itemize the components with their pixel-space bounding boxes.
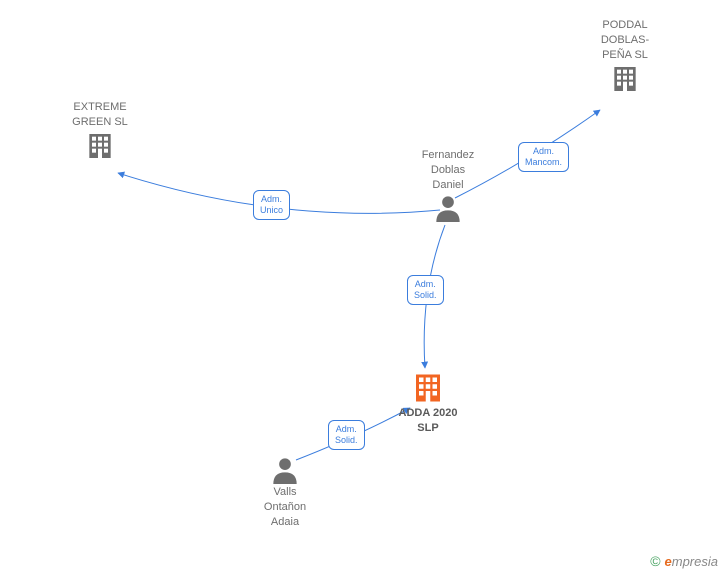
node-fernandez[interactable]: Fernandez Doblas Daniel bbox=[408, 148, 488, 223]
node-label-fernandez: Fernandez Doblas Daniel bbox=[408, 148, 488, 193]
edge-label-adm-solid-2: Adm. Solid. bbox=[328, 420, 365, 450]
node-label-adda: ADDA 2020 SLP bbox=[388, 406, 468, 436]
node-label-valls: Valls Ontañon Adaia bbox=[245, 485, 325, 530]
node-poddal[interactable]: PODDAL DOBLAS- PEÑA SL bbox=[585, 18, 665, 95]
node-adda-2020[interactable]: ADDA 2020 SLP bbox=[388, 370, 468, 436]
building-icon bbox=[84, 130, 116, 162]
node-extreme-green[interactable]: EXTREME GREEN SL bbox=[60, 100, 140, 162]
person-icon bbox=[271, 455, 299, 485]
building-icon bbox=[609, 63, 641, 95]
node-valls[interactable]: Valls Ontañon Adaia bbox=[245, 455, 325, 530]
edge-label-adm-unico: Adm. Unico bbox=[253, 190, 290, 220]
building-icon bbox=[410, 370, 446, 406]
edge-label-adm-solid-1: Adm. Solid. bbox=[407, 275, 444, 305]
edge-label-adm-mancom: Adm. Mancom. bbox=[518, 142, 569, 172]
node-label-poddal: PODDAL DOBLAS- PEÑA SL bbox=[585, 18, 665, 63]
person-icon bbox=[434, 193, 462, 223]
node-label-extreme: EXTREME GREEN SL bbox=[60, 100, 140, 130]
diagram-canvas: EXTREME GREEN SL PODDAL DOBLAS- PEÑA SL … bbox=[0, 0, 728, 575]
